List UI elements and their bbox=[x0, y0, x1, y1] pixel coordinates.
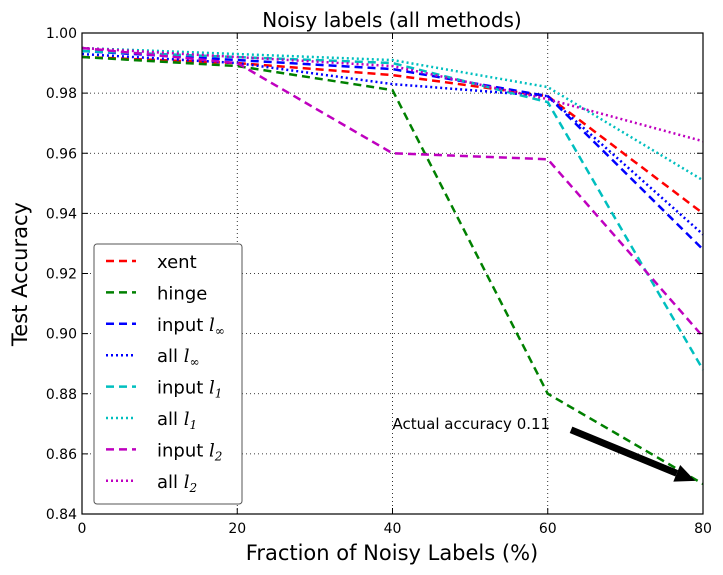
plot-area: Actual accuracy 0.11 0 20 40 60 80 0.84 0.86 0.8… bbox=[46, 26, 712, 537]
y-tick-label: 0.94 bbox=[46, 206, 77, 222]
legend-box bbox=[93, 243, 243, 505]
y-tick-label: 0.88 bbox=[46, 387, 77, 403]
y-tick-label: 0.84 bbox=[46, 507, 77, 523]
legend-label: input l1 bbox=[157, 378, 222, 401]
x-tick-label: 20 bbox=[228, 521, 246, 537]
y-tick-label: 0.90 bbox=[46, 327, 77, 343]
legend: xent hinge input l∞ all l∞ input l1 all l1 inp… bbox=[93, 243, 243, 505]
x-tick-label: 0 bbox=[78, 521, 87, 537]
legend-label: hinge bbox=[157, 283, 207, 304]
chart-title: Noisy labels (all methods) bbox=[262, 8, 522, 32]
legend-label: all l2 bbox=[157, 472, 197, 495]
legend-label: input l∞ bbox=[157, 315, 225, 338]
series-line-all-l2 bbox=[81, 46, 704, 143]
annotation-arrow-head bbox=[673, 464, 696, 482]
y-tick-label: 0.98 bbox=[46, 86, 77, 102]
y-tick-label: 0.92 bbox=[46, 267, 77, 283]
annotation-arrow-shaft bbox=[569, 426, 679, 477]
legend-label: all l1 bbox=[157, 409, 197, 432]
x-axis-title: Fraction of Noisy Labels (%) bbox=[246, 541, 538, 565]
x-tick-label: 80 bbox=[694, 521, 712, 537]
y-tick-label: 0.96 bbox=[46, 146, 77, 162]
legend-label: xent bbox=[157, 252, 197, 273]
series-line-all-l1 bbox=[81, 46, 704, 182]
x-tick-label: 60 bbox=[539, 521, 557, 537]
y-axis-title: Test Accuracy bbox=[8, 202, 32, 347]
legend-label: all l∞ bbox=[157, 346, 200, 369]
x-tick-label: 40 bbox=[384, 521, 402, 537]
series-line-input-l1 bbox=[81, 49, 705, 371]
y-tick-label: 0.86 bbox=[46, 447, 77, 463]
legend-label: input l2 bbox=[157, 440, 222, 463]
series-line-hinge bbox=[81, 55, 704, 486]
y-tick-label: 1.00 bbox=[46, 26, 77, 42]
annotation-label: Actual accuracy 0.11 bbox=[393, 415, 551, 433]
